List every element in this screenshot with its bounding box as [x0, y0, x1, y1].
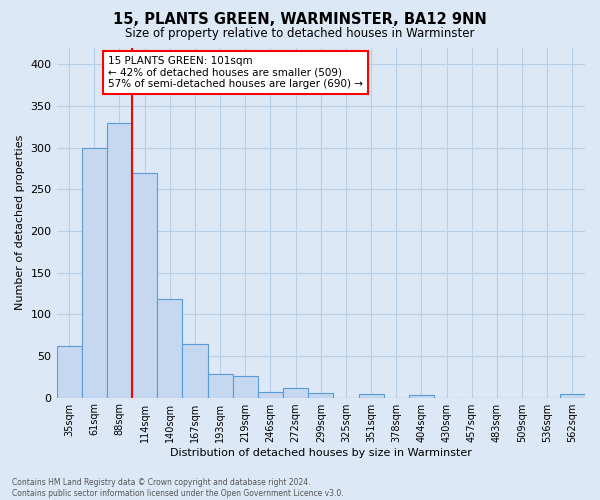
Text: 15, PLANTS GREEN, WARMINSTER, BA12 9NN: 15, PLANTS GREEN, WARMINSTER, BA12 9NN: [113, 12, 487, 28]
Bar: [258, 392, 283, 398]
Bar: [560, 394, 585, 398]
Bar: [283, 388, 308, 398]
Text: 15 PLANTS GREEN: 101sqm
← 42% of detached houses are smaller (509)
57% of semi-d: 15 PLANTS GREEN: 101sqm ← 42% of detache…: [108, 56, 363, 89]
Text: Contains HM Land Registry data © Crown copyright and database right 2024.
Contai: Contains HM Land Registry data © Crown c…: [12, 478, 344, 498]
Text: Size of property relative to detached houses in Warminster: Size of property relative to detached ho…: [125, 28, 475, 40]
Bar: [208, 374, 233, 398]
Bar: [132, 172, 157, 398]
X-axis label: Distribution of detached houses by size in Warminster: Distribution of detached houses by size …: [170, 448, 472, 458]
Bar: [182, 344, 208, 398]
Bar: [409, 395, 434, 398]
Bar: [56, 346, 82, 398]
Bar: [157, 299, 182, 398]
Y-axis label: Number of detached properties: Number of detached properties: [15, 135, 25, 310]
Bar: [359, 394, 383, 398]
Bar: [107, 122, 132, 398]
Bar: [308, 394, 334, 398]
Bar: [233, 376, 258, 398]
Bar: [82, 148, 107, 398]
